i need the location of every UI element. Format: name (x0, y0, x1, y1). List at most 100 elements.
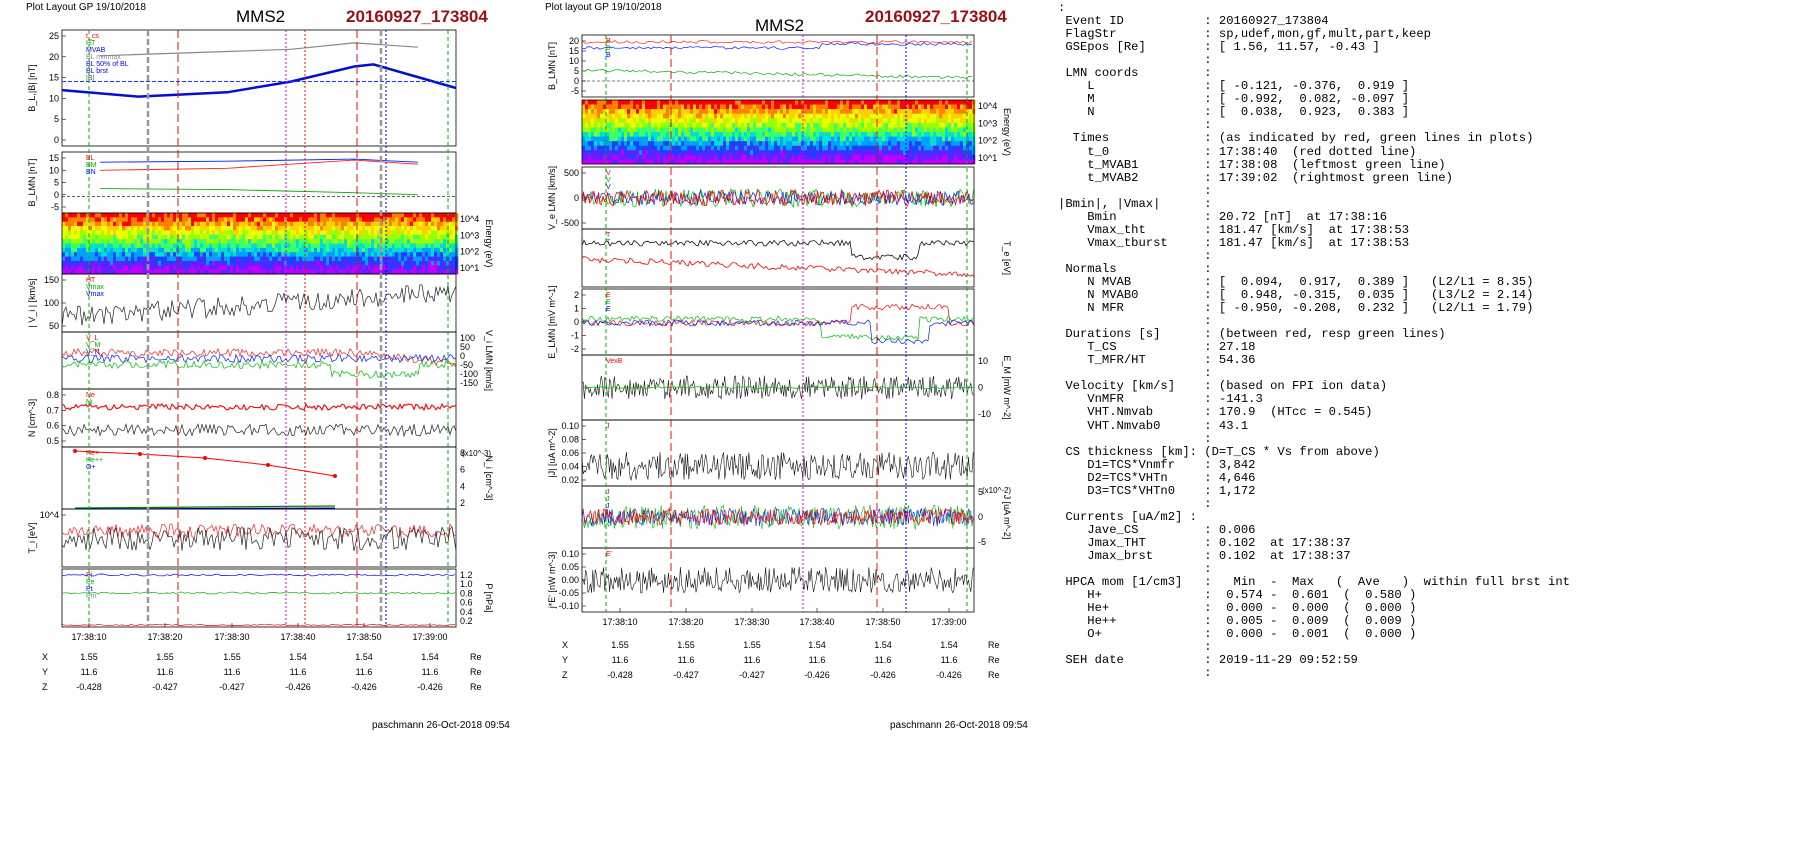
spectrogram-cell (792, 154, 796, 160)
spectrogram-cell (912, 150, 916, 156)
spectrogram-cell (876, 100, 880, 105)
spectrogram-cell (906, 100, 910, 105)
spectrogram-cell (137, 239, 141, 244)
spectrogram-cell (624, 100, 628, 105)
spectrogram-cell (804, 100, 808, 105)
spectrogram-cell (281, 230, 285, 236)
spectrogram-cell (137, 230, 141, 236)
spectrogram-cell (642, 100, 646, 105)
spectrogram-cell (326, 260, 330, 266)
spectrogram-cell (657, 132, 661, 137)
spectrogram-cell (681, 141, 685, 147)
spectrogram-cell (771, 150, 775, 156)
spectrogram-cell (344, 243, 348, 249)
spectrogram-cell (227, 260, 231, 266)
spectrogram-cell (80, 239, 84, 244)
spectrogram-cell (173, 234, 177, 240)
spectrogram-cell (771, 104, 775, 110)
spectrogram-cell (278, 247, 282, 253)
spectrogram-cell (236, 243, 240, 249)
info-line: M : [ -0.992, 0.082, -0.097 ] (1058, 92, 1410, 107)
spectrogram-cell (305, 260, 309, 266)
spectrogram-cell (762, 141, 766, 147)
spectrogram-cell (281, 234, 285, 240)
spectrogram-cell (798, 118, 802, 124)
spectrogram-cell (290, 213, 294, 218)
spectrogram-cell (179, 221, 183, 227)
spectrogram-cell (164, 243, 168, 249)
spectrogram-cell (251, 213, 255, 218)
spectrogram-cell (407, 221, 411, 227)
spectrogram-cell (95, 239, 99, 244)
spectrogram-cell (780, 113, 784, 119)
spectrogram-cell (624, 113, 628, 119)
spectrogram-cell (173, 247, 177, 253)
spectrogram-cell (212, 269, 216, 275)
spectrogram-cell (855, 104, 859, 110)
info-line: N MVAB : [ 0.094, 0.917, 0.389 ] (L2/L1 … (1058, 274, 1534, 289)
spectrogram-cell (876, 159, 880, 165)
spectrogram-cell (62, 230, 66, 236)
spectrogram-cell (311, 239, 315, 244)
spectrogram-cell (119, 265, 123, 270)
spectrogram-cell (110, 230, 114, 236)
spectrogram-cell (245, 230, 249, 236)
spectrogram-cell (837, 159, 841, 165)
y-right-axis-label: T_e [eV] (1002, 241, 1012, 275)
spectrogram-cell (603, 159, 607, 165)
data-line (61, 573, 456, 577)
spectrogram-cell (822, 150, 826, 156)
spectrogram-cell (960, 154, 964, 160)
spectrogram-cell (425, 252, 429, 257)
spectrogram-cell (209, 221, 213, 227)
spectrogram-cell (675, 113, 679, 119)
spectrogram-cell (167, 213, 171, 218)
spectrogram-cell (68, 260, 72, 266)
data-line (61, 359, 457, 379)
spectrogram-cell (113, 260, 117, 266)
spectrogram-cell (915, 132, 919, 137)
spectrogram-cell (239, 217, 243, 223)
data-point (266, 463, 270, 467)
spectrogram-cell (308, 252, 312, 257)
spectrogram-cell (206, 256, 210, 262)
spectrogram-cell (828, 109, 832, 115)
spectrogram-cell (338, 247, 342, 253)
spectrogram-cell (206, 252, 210, 257)
spectrogram-cell (314, 243, 318, 249)
spectrogram-cell (302, 217, 306, 223)
spectrogram-cell (251, 252, 255, 257)
spectrogram-cell (185, 243, 189, 249)
spectrogram-cell (603, 122, 607, 128)
spectrogram-cell (227, 269, 231, 275)
spectrogram-cell (290, 217, 294, 223)
spectrogram-cell (960, 136, 964, 142)
spectrogram-cell (666, 150, 670, 156)
spectrogram-cell (783, 145, 787, 151)
spectrogram-cell (882, 104, 886, 110)
spectrogram-cell (834, 122, 838, 128)
spectrogram-cell (861, 118, 865, 124)
spectrogram-cell (717, 113, 721, 119)
spectrogram-cell (618, 136, 622, 142)
spectrogram-cell (699, 109, 703, 115)
spectrogram-cell (434, 256, 438, 262)
spectrogram-cell (594, 122, 598, 128)
spectrogram-cell (224, 221, 228, 227)
spectrogram-cell (389, 243, 393, 249)
spectrogram-cell (104, 252, 108, 257)
spectrogram-cell (795, 113, 799, 119)
spectrogram-cell (837, 118, 841, 124)
spectrogram-cell (368, 260, 372, 266)
spectrogram-cell (609, 104, 613, 110)
spectrogram-cell (864, 100, 868, 105)
spectrogram-cell (696, 136, 700, 142)
spectrogram-cell (365, 269, 369, 275)
spectrogram-cell (128, 230, 132, 236)
spectrogram-cell (642, 122, 646, 128)
spectrogram-cell (786, 132, 790, 137)
spectrogram-cell (924, 150, 928, 156)
spectrogram-cell (212, 234, 216, 240)
spectrogram-cell (933, 141, 937, 147)
spectrogram-cell (954, 132, 958, 137)
